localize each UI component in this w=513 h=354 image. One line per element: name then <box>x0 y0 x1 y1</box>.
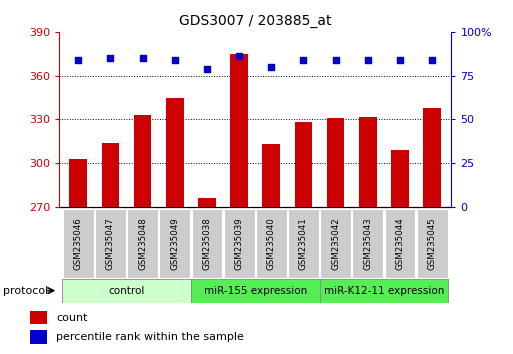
Bar <box>30 330 47 344</box>
Text: GSM235048: GSM235048 <box>138 217 147 270</box>
Point <box>235 53 243 59</box>
Text: miR-K12-11 expression: miR-K12-11 expression <box>324 286 444 296</box>
Bar <box>62 279 191 303</box>
Text: protocol: protocol <box>3 286 48 296</box>
Bar <box>417 209 447 278</box>
Point <box>74 57 83 63</box>
Point <box>267 64 275 70</box>
Point <box>203 66 211 72</box>
Text: GSM235045: GSM235045 <box>428 217 437 270</box>
Text: count: count <box>56 313 88 323</box>
Text: GSM235039: GSM235039 <box>234 217 244 270</box>
Text: GSM235042: GSM235042 <box>331 217 340 270</box>
Text: GSM235040: GSM235040 <box>267 217 276 270</box>
Title: GDS3007 / 203885_at: GDS3007 / 203885_at <box>179 14 331 28</box>
Point <box>396 57 404 63</box>
Bar <box>134 115 151 207</box>
Text: GSM235044: GSM235044 <box>396 217 404 270</box>
Bar <box>191 209 223 278</box>
Text: percentile rank within the sample: percentile rank within the sample <box>56 332 244 342</box>
Text: GSM235038: GSM235038 <box>203 217 211 270</box>
Bar <box>30 311 47 324</box>
Text: GSM235041: GSM235041 <box>299 217 308 270</box>
Bar <box>320 209 351 278</box>
Text: GSM235043: GSM235043 <box>363 217 372 270</box>
Bar <box>198 198 216 207</box>
Bar <box>166 98 184 207</box>
Point <box>106 55 114 61</box>
Bar <box>191 279 320 303</box>
Bar <box>385 209 416 278</box>
Bar <box>127 209 158 278</box>
Point <box>428 57 436 63</box>
Point <box>300 57 308 63</box>
Text: miR-155 expression: miR-155 expression <box>204 286 307 296</box>
Bar <box>359 116 377 207</box>
Point <box>331 57 340 63</box>
Bar <box>102 143 120 207</box>
Text: control: control <box>108 286 145 296</box>
Bar <box>224 209 254 278</box>
Text: GSM235049: GSM235049 <box>170 217 180 270</box>
Bar <box>230 54 248 207</box>
Bar <box>391 150 409 207</box>
Bar <box>69 159 87 207</box>
Bar <box>288 209 319 278</box>
Bar <box>352 209 383 278</box>
Point <box>139 55 147 61</box>
Bar <box>320 279 448 303</box>
Point <box>171 57 179 63</box>
Bar <box>95 209 126 278</box>
Bar <box>256 209 287 278</box>
Bar <box>63 209 94 278</box>
Bar <box>327 118 345 207</box>
Text: GSM235046: GSM235046 <box>74 217 83 270</box>
Text: GSM235047: GSM235047 <box>106 217 115 270</box>
Bar <box>160 209 190 278</box>
Bar <box>423 108 441 207</box>
Bar <box>263 144 280 207</box>
Point <box>364 57 372 63</box>
Bar <box>294 122 312 207</box>
